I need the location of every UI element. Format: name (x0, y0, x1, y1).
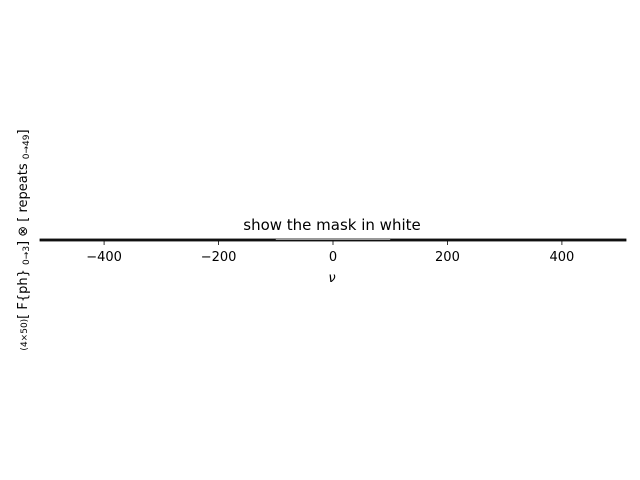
y-axis-label-main-b: ] ⊗ [ repeats (16, 159, 31, 246)
plot-area (39, 238, 627, 242)
chart-title: show the mask in white (243, 216, 421, 234)
x-tick-label: 200 (435, 250, 460, 265)
x-tick-label: 400 (549, 250, 574, 265)
x-tick-label: 0 (329, 250, 337, 265)
x-axis-label: ν (328, 271, 335, 286)
x-axis: −400 −200 0 200 400 (86, 241, 574, 265)
y-axis-label-sub-a: 0→3 (22, 246, 32, 265)
x-tick-label: −400 (86, 250, 122, 265)
y-axis-label: (4×50)[ F{ph} 0→3] ⊗ [ repeats 0→49] (16, 129, 32, 350)
x-tick-label: −200 (201, 250, 237, 265)
image-row (40, 240, 626, 241)
y-axis-label-sub-b: 0→49 (22, 134, 32, 159)
y-axis-label-main-c: ] (16, 129, 31, 134)
y-axis-label-main-a: [ F{ph} (16, 265, 31, 319)
mask-region (275, 239, 391, 240)
y-axis-label-lead: (4×50) (20, 319, 30, 351)
